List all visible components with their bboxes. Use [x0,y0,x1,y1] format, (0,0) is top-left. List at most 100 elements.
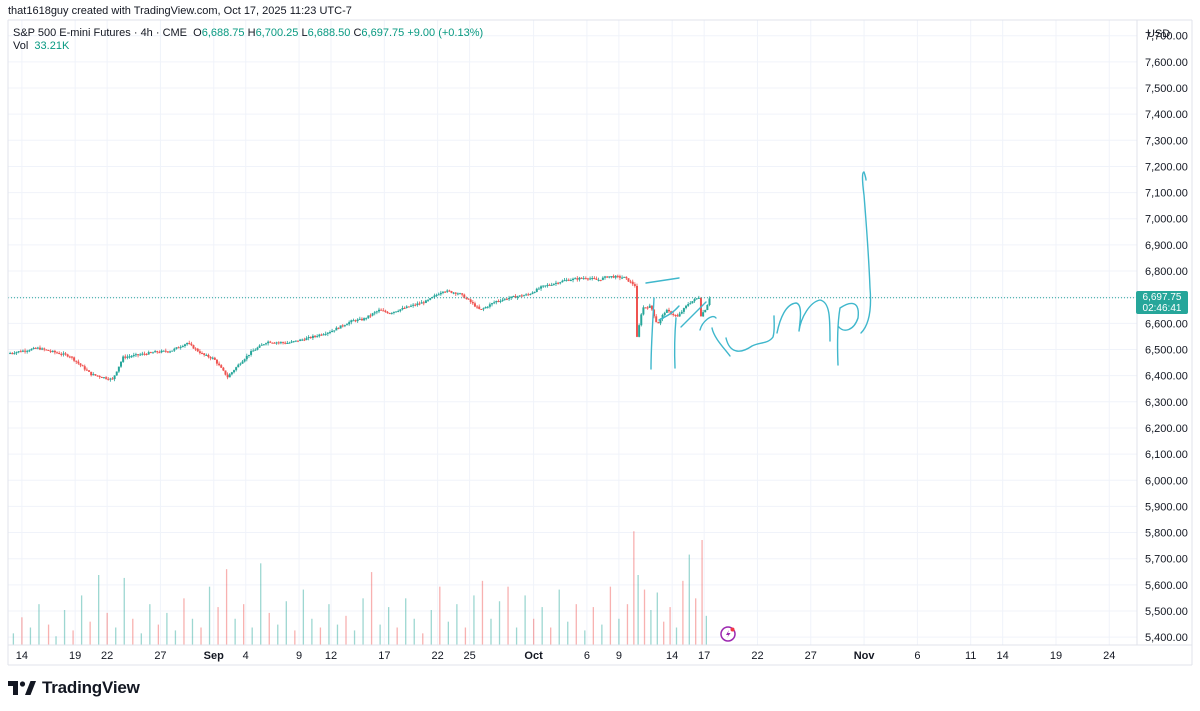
candle-body [435,294,438,296]
candle-body [473,303,476,307]
volume-bar [669,607,671,645]
candle-body [45,349,48,351]
candle-body [47,349,50,351]
low-value: 6,688.50 [307,27,351,39]
volume-bar [688,554,690,645]
candle-body [192,345,195,349]
candle-body [188,342,191,344]
candle-body [512,296,515,298]
candle-body [448,290,451,292]
time-tick-label: Oct [524,650,543,662]
candle-body [28,350,31,352]
candle-body [557,282,560,284]
candle-body [682,308,685,312]
volume-bar [396,627,398,645]
candle-body [531,292,534,294]
candle-body [420,302,423,304]
candle-body [625,276,628,279]
candle-body [179,346,182,348]
candle-body [412,304,415,306]
volume-bar [251,627,253,645]
candle-body [465,298,468,300]
volume-bar [422,633,424,645]
candle-body [687,304,690,306]
candle-body [678,313,681,317]
tradingview-logo[interactable]: TradingView [8,678,140,698]
candle-body [254,349,257,351]
candle-body [100,376,103,378]
candle-body [459,293,462,295]
candle-body [169,351,172,353]
candle-body [661,315,664,319]
candle-body [186,342,189,345]
volume-bar [166,612,168,645]
candle-body [73,357,76,361]
candle-body [667,309,670,312]
candle-body [599,279,602,281]
candle-body [392,311,395,313]
volume-bar [379,624,381,645]
candle-body [177,347,180,349]
volume-bar [362,598,364,645]
candle-body [17,351,20,353]
candle-body [294,340,297,342]
candle-body [196,348,199,352]
volume-bar [157,624,160,645]
candle-body [369,315,372,317]
time-axis[interactable]: 14 19 22 27 Sep 4 9 12 17 22 25 Oct 6 9 14 17 22 27 Nov 6 11… [16,650,1116,662]
price-tick-label: 5,600.00 [1145,580,1188,592]
candle-body [488,304,491,307]
symbol-legend[interactable]: S&P 500 E-mini Futures · 4h · CME O6,688… [13,27,483,39]
candle-body [326,332,329,334]
candle-body [303,339,306,341]
volume-bar [123,577,125,645]
candle-body [316,336,319,338]
candle-body [322,334,325,336]
candle-body [275,342,278,344]
candle-body [228,374,231,378]
candle-body [309,337,312,339]
candle-body [141,353,144,355]
candle-body [401,307,404,310]
volume-bar [464,627,467,645]
replay-icon[interactable] [720,626,736,642]
candle-body [284,342,287,344]
volume-bar [705,615,707,645]
current-price-value: 6,697.75 [1142,291,1182,303]
volume-bar [447,621,449,645]
candle-body [463,294,466,299]
candle-body [503,298,506,300]
volume-legend[interactable]: Vol 33.21K [13,40,69,52]
candle-body [685,305,688,309]
candle-body [424,300,427,303]
candle-body [241,361,244,364]
time-tick-label: 17 [378,650,390,662]
candle-body [505,298,508,300]
candle-body [51,350,54,352]
candle-body [501,299,504,301]
candle-body [680,311,683,314]
price-axis[interactable]: 7,700.00 7,600.00 7,500.00 7,400.00 7,300.00… [1145,31,1188,644]
candle-body [510,296,513,299]
candle-body [689,303,692,305]
candle-body [390,312,393,314]
price-tick-label: 5,400.00 [1145,632,1188,644]
candle-body [693,299,696,302]
symbol-name[interactable]: S&P 500 E-mini Futures · 4h · CME [13,27,188,39]
candle-body [591,277,594,279]
candle-body [414,304,417,306]
volume-bar [584,630,586,645]
candle-body [339,325,342,329]
scribble-t [650,297,680,370]
candle-body [162,350,165,352]
volume-bar [55,636,57,645]
price-tick-label: 5,500.00 [1145,606,1188,618]
candle-body [273,342,276,344]
candle-body [279,342,282,344]
price-candles [9,274,711,382]
candle-body [648,305,651,308]
candle-body [209,357,212,359]
volume-bar [328,604,330,645]
candle-body [480,308,483,310]
